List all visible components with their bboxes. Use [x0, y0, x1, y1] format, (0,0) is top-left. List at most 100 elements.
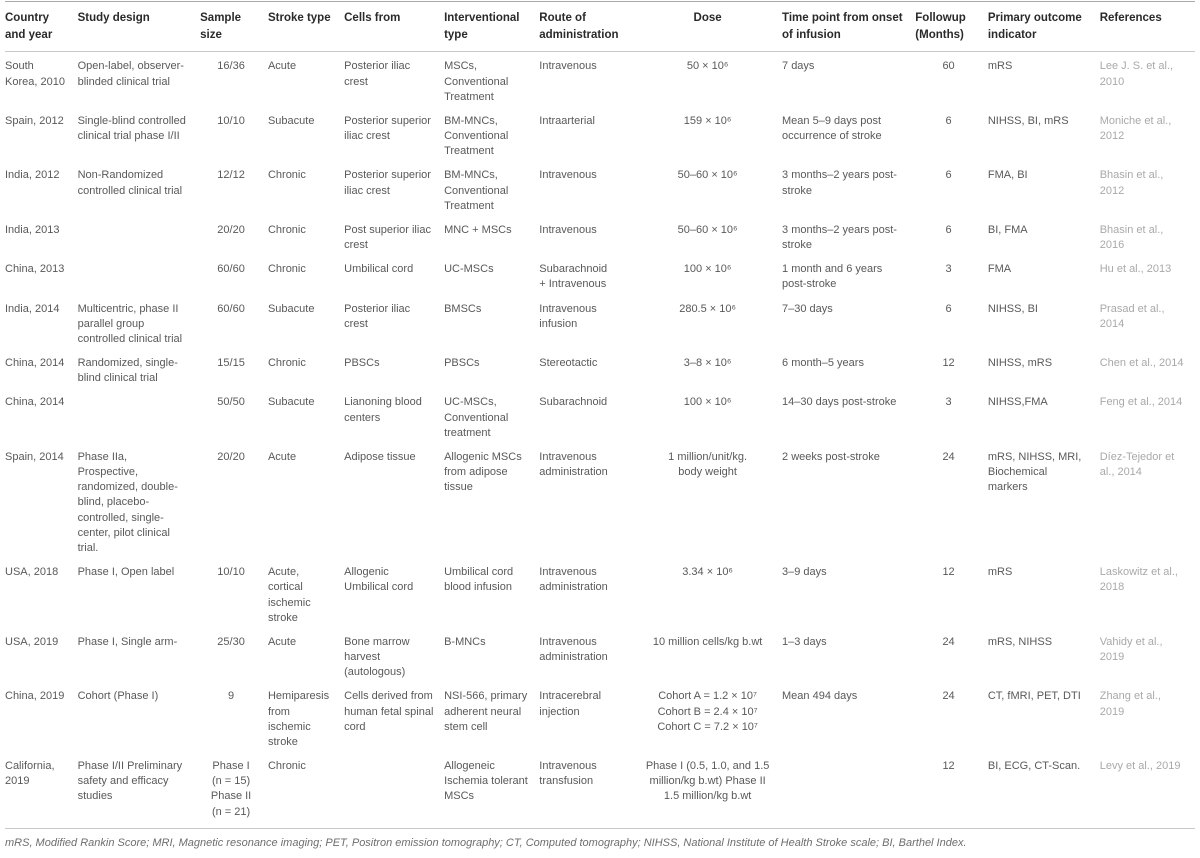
cell-stroke: Subacute: [267, 302, 315, 315]
cell-sample: Phase I (n = 15) Phase II (n = 21): [210, 760, 252, 818]
cell-route: Intracerebral injection: [539, 690, 602, 718]
cell-followup: 6: [945, 223, 952, 236]
cell-sample: 9: [227, 690, 235, 703]
cell-reference: Prasad et al., 2014: [1099, 302, 1165, 330]
cell-time: 14–30 days post-stroke: [782, 396, 897, 409]
cell-outcome: mRS, NIHSS, MRI, Biochemical markers: [987, 450, 1082, 494]
cell-dose: 100 × 10⁶: [683, 263, 732, 276]
cell-reference: Zhang et al., 2019: [1099, 690, 1161, 718]
cell-followup: 3: [945, 263, 952, 276]
cell-country: South Korea, 2010: [5, 60, 65, 88]
col-header-country: Country and year: [5, 1, 78, 53]
cell-dose: 50–60 × 10⁶: [677, 169, 738, 182]
cell-intervention: UC-MSCs, Conventional treatment: [444, 396, 509, 439]
cell-sample: 50/50: [217, 396, 245, 409]
cell-time: 1 month and 6 years post-stroke: [782, 263, 883, 291]
cell-dose: 3.34 × 10⁶: [682, 566, 733, 579]
table-row: USA, 2019 Phase I, Single arm- 25/30 Acute B…: [5, 631, 1195, 686]
cell-sample: 16/36: [217, 60, 245, 73]
cell-time: 2 weeks post-stroke: [782, 450, 880, 463]
cell-route: Intravenous: [539, 169, 597, 182]
cell-reference: Díez-Tejedor et al., 2014: [1099, 450, 1175, 479]
cell-country: China, 2013: [5, 263, 65, 276]
cell-stroke: Chronic: [267, 223, 306, 236]
cell-intervention: NSI-566, primary adherent neural stem ce…: [444, 690, 528, 733]
table-row: Spain, 2012 Single-blind controlled clini…: [5, 110, 1195, 165]
cell-reference: Hu et al., 2013: [1099, 263, 1172, 276]
cell-reference: Bhasin et al., 2012: [1099, 169, 1164, 197]
cell-design: Non-Randomized controlled clinical trial: [77, 169, 183, 197]
cell-reference: Feng et al., 2014: [1099, 396, 1183, 409]
cell-route: Intravenous: [539, 223, 597, 236]
cell-outcome: NIHSS,FMA: [987, 396, 1048, 409]
cell-cells: Posterior superior iliac crest: [344, 114, 431, 143]
table-body: South Korea, 2010 Open-label, observer-bl…: [5, 52, 1195, 825]
cell-reference: Laskowitz et al., 2018: [1099, 566, 1178, 594]
table-row: China, 2014 50/50 Subacute Lianoning blood …: [5, 391, 1195, 446]
cell-country: India, 2012: [5, 169, 60, 182]
clinical-studies-table: Country and year Study design Sample siz…: [5, 1, 1195, 825]
cell-time: 3 months–2 years post-stroke: [782, 223, 897, 252]
cell-design: Randomized, single-blind clinical trial: [77, 357, 178, 385]
cell-sample: 25/30: [217, 635, 245, 648]
cell-followup: 6: [945, 302, 952, 315]
cell-country: China, 2014: [5, 357, 65, 370]
cell-design: [78, 219, 201, 258]
col-header-route: Route of administration: [539, 1, 640, 53]
cell-dose: 3–8 × 10⁶: [683, 357, 732, 370]
col-header-cells: Cells from: [344, 1, 445, 53]
cell-country: India, 2014: [5, 302, 60, 315]
cell-cells: Posterior superior iliac crest: [344, 169, 431, 197]
cell-outcome: NIHSS, BI: [987, 302, 1038, 315]
cell-outcome: NIHSS, mRS: [987, 357, 1053, 370]
cell-time: 3 months–2 years post-stroke: [782, 169, 897, 197]
cell-outcome: mRS: [987, 60, 1013, 73]
cell-cells: Allogenic Umbilical cord: [344, 566, 414, 594]
cell-route: Intraarterial: [539, 114, 595, 127]
cell-stroke: Acute: [267, 635, 297, 648]
cell-route: Intravenous administration: [539, 566, 608, 594]
cell-intervention: UC-MSCs: [444, 263, 494, 276]
cell-country: California, 2019: [5, 760, 55, 788]
cell-design: [78, 258, 201, 297]
cell-outcome: CT, fMRI, PET, DTI: [987, 690, 1081, 703]
cell-sample: 60/60: [217, 302, 245, 315]
table-header: Country and year Study design Sample siz…: [5, 1, 1195, 53]
table-row: India, 2012 Non-Randomized controlled cli…: [5, 164, 1195, 219]
cell-route: Intravenous administration: [539, 635, 608, 664]
cell-time: 7 days: [782, 60, 815, 73]
col-header-sample: Sample size: [200, 1, 268, 53]
cell-intervention: BM-MNCs, Conventional Treatment: [444, 169, 509, 212]
cell-followup: 12: [942, 357, 955, 370]
cell-route: Intravenous administration: [539, 450, 608, 479]
cell-sample: 60/60: [217, 263, 245, 276]
cell-design: Phase I, Open label: [77, 566, 175, 579]
cell-design: Open-label, observer-blinded clinical tr…: [77, 60, 184, 88]
table-row: China, 2014 Randomized, single-blind clin…: [5, 352, 1195, 391]
table-row: Spain, 2014 Phase IIa, Prospective, rando…: [5, 446, 1195, 561]
cell-dose: 50 × 10⁶: [686, 60, 729, 73]
cell-time: 7–30 days: [782, 302, 833, 315]
cell-dose: 50–60 × 10⁶: [677, 223, 738, 236]
cell-reference: Vahidy et al., 2019: [1099, 635, 1163, 664]
cell-stroke: Subacute: [267, 396, 315, 409]
cell-route: Intravenous transfusion: [539, 760, 597, 788]
col-header-intervention: Interventional type: [444, 1, 540, 53]
cell-outcome: mRS: [987, 566, 1013, 579]
cell-stroke: Chronic: [267, 760, 306, 773]
cell-stroke: Hemiparesis from ischemic stroke: [267, 690, 330, 748]
cell-design: Phase I, Single arm-: [77, 635, 178, 648]
cell-cells: Lianoning blood centers: [344, 396, 422, 424]
cell-outcome: FMA: [987, 263, 1012, 276]
cell-dose: 159 × 10⁶: [683, 114, 732, 127]
cell-dose: 280.5 × 10⁶: [679, 302, 737, 315]
cell-reference: Levy et al., 2019: [1099, 760, 1181, 773]
cell-design: Cohort (Phase I): [77, 690, 159, 703]
cell-time: [782, 755, 915, 825]
table-row: California, 2019 Phase I/II Preliminary s…: [5, 755, 1195, 825]
cell-country: USA, 2018: [5, 566, 59, 579]
cell-followup: 6: [945, 169, 952, 182]
cell-cells: Cells derived from human fetal spinal co…: [344, 690, 434, 733]
cell-route: Stereotactic: [539, 357, 598, 370]
cell-intervention: Allogenic MSCs from adipose tissue: [444, 450, 522, 494]
